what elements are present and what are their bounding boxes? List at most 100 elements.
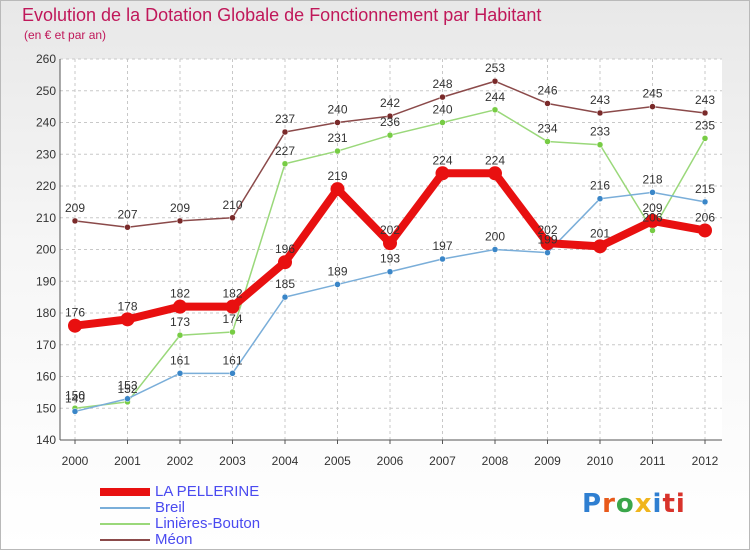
- data-label: 150: [65, 388, 85, 402]
- y-tick-label: 170: [36, 338, 56, 352]
- data-point: [68, 318, 82, 333]
- y-tick-label: 220: [36, 179, 56, 193]
- data-label: 161: [170, 353, 190, 367]
- data-label: 182: [222, 287, 242, 301]
- data-point: [596, 109, 604, 117]
- data-label: 153: [117, 379, 137, 393]
- data-point: [435, 166, 450, 181]
- chart-title: Evolution de la Dotation Globale de Fonc…: [22, 5, 542, 25]
- data-point: [491, 106, 499, 114]
- data-point: [229, 214, 236, 221]
- x-tick-label: 2000: [62, 454, 89, 468]
- y-tick-label: 180: [36, 306, 56, 320]
- data-point: [491, 246, 499, 253]
- data-label: 216: [590, 179, 610, 193]
- data-label: 202: [380, 223, 400, 237]
- data-label: 202: [537, 223, 557, 237]
- legend-swatch: [100, 507, 150, 509]
- data-label: 178: [117, 299, 137, 313]
- data-label: 185: [275, 277, 295, 291]
- data-label: 209: [65, 201, 85, 215]
- data-point: [71, 408, 79, 415]
- data-point: [439, 255, 446, 263]
- data-point: [649, 189, 656, 196]
- data-label: 243: [695, 93, 715, 107]
- data-point: [229, 328, 236, 336]
- data-point: [544, 249, 551, 256]
- data-point: [544, 138, 551, 145]
- data-label: 227: [275, 144, 295, 158]
- y-tick-label: 150: [36, 401, 56, 415]
- data-label: 189: [327, 264, 347, 278]
- data-label: 210: [222, 198, 242, 212]
- data-label: 253: [485, 61, 505, 75]
- x-tick-label: 2001: [114, 454, 141, 468]
- data-point: [278, 255, 292, 270]
- logo-letter: x: [634, 489, 653, 519]
- data-label: 234: [537, 122, 557, 136]
- data-label: 240: [327, 103, 347, 117]
- data-point: [596, 141, 604, 148]
- data-point: [386, 268, 394, 275]
- y-tick-label: 250: [36, 84, 56, 98]
- data-label: 209: [170, 201, 190, 215]
- legend-label: Linières-Bouton: [155, 515, 261, 532]
- data-label: 206: [695, 210, 715, 224]
- x-tick-label: 2002: [167, 454, 194, 468]
- data-point: [124, 224, 131, 231]
- data-label: 243: [590, 93, 610, 107]
- data-point: [281, 128, 289, 136]
- data-point: [281, 293, 289, 301]
- legend-item: Méon: [100, 531, 400, 548]
- data-label: 149: [65, 391, 85, 405]
- data-label: 240: [432, 103, 452, 117]
- chart-legend: LA PELLERINE Breil Linières-Bouton Méon: [100, 483, 400, 548]
- data-label: 161: [222, 353, 242, 367]
- data-label: 245: [642, 87, 662, 101]
- data-label: 200: [485, 230, 505, 244]
- data-point: [330, 182, 345, 197]
- logo-letter: ti: [662, 489, 686, 519]
- data-point: [229, 370, 236, 377]
- data-label: 219: [327, 169, 347, 183]
- data-point: [334, 119, 341, 126]
- data-label: 206: [642, 210, 662, 224]
- data-point: [334, 281, 341, 288]
- legend-label: LA PELLERINE: [155, 483, 260, 500]
- data-point: [124, 395, 131, 402]
- x-tick-label: 2005: [324, 454, 351, 468]
- legend-item: Breil: [100, 499, 400, 516]
- data-point: [491, 77, 499, 85]
- data-point: [281, 160, 289, 168]
- data-point: [173, 299, 187, 314]
- y-tick-label: 140: [36, 433, 56, 447]
- data-label: 182: [170, 287, 190, 301]
- data-point: [701, 135, 709, 142]
- y-tick-label: 190: [36, 274, 56, 288]
- data-label: 196: [275, 242, 295, 256]
- y-tick-label: 160: [36, 370, 56, 384]
- data-label: 199: [537, 233, 557, 247]
- logo-letter: P: [582, 489, 603, 519]
- data-point: [701, 109, 709, 117]
- legend-swatch: [100, 539, 150, 541]
- data-label: 242: [380, 96, 400, 110]
- data-label: 224: [432, 153, 452, 167]
- data-point: [540, 236, 555, 251]
- data-label: 201: [590, 226, 610, 240]
- data-label: 248: [432, 77, 452, 91]
- data-label: 236: [380, 115, 400, 129]
- y-tick-label: 200: [36, 243, 56, 257]
- x-tick-label: 2004: [272, 454, 299, 468]
- data-point: [334, 147, 341, 155]
- y-tick-label: 210: [36, 211, 56, 225]
- legend-item: LA PELLERINE: [100, 483, 400, 500]
- data-point: [386, 112, 394, 120]
- x-tick-label: 2012: [692, 454, 719, 468]
- data-point: [225, 299, 240, 314]
- data-point: [176, 217, 184, 225]
- data-label: 215: [695, 182, 715, 196]
- data-point: [71, 217, 79, 225]
- x-tick-label: 2011: [640, 454, 666, 468]
